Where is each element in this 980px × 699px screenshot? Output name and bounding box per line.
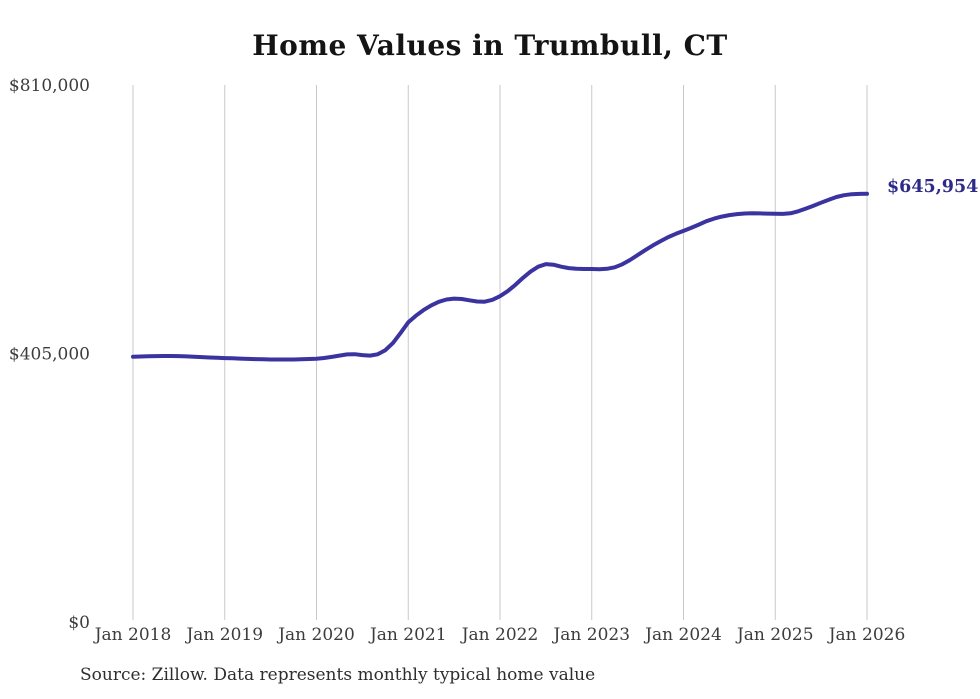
y-axis-tick-label: $0 [68, 613, 90, 633]
latest-value-label: $645,954 [887, 177, 979, 197]
x-axis-tick-label: Jan 2023 [551, 625, 630, 645]
home-value-line [131, 191, 869, 362]
x-axis-tick-label: Jan 2025 [735, 625, 814, 645]
x-axis-tick-label: Jan 2026 [827, 625, 906, 645]
x-axis-tick-label: Jan 2022 [460, 625, 539, 645]
x-axis-tick-label: Jan 2020 [276, 625, 355, 645]
y-axis-tick-label: $405,000 [9, 345, 90, 365]
x-axis-tick-label: Jan 2019 [184, 625, 263, 645]
x-axis-tick-label: Jan 2021 [368, 625, 447, 645]
x-axis-tick-label: Jan 2018 [93, 625, 172, 645]
x-axis-tick-label: Jan 2024 [643, 625, 722, 645]
chart-title: Home Values in Trumbull, CT [252, 29, 728, 62]
source-note: Source: Zillow. Data represents monthly … [80, 665, 596, 685]
y-axis-tick-label: $810,000 [9, 76, 90, 96]
